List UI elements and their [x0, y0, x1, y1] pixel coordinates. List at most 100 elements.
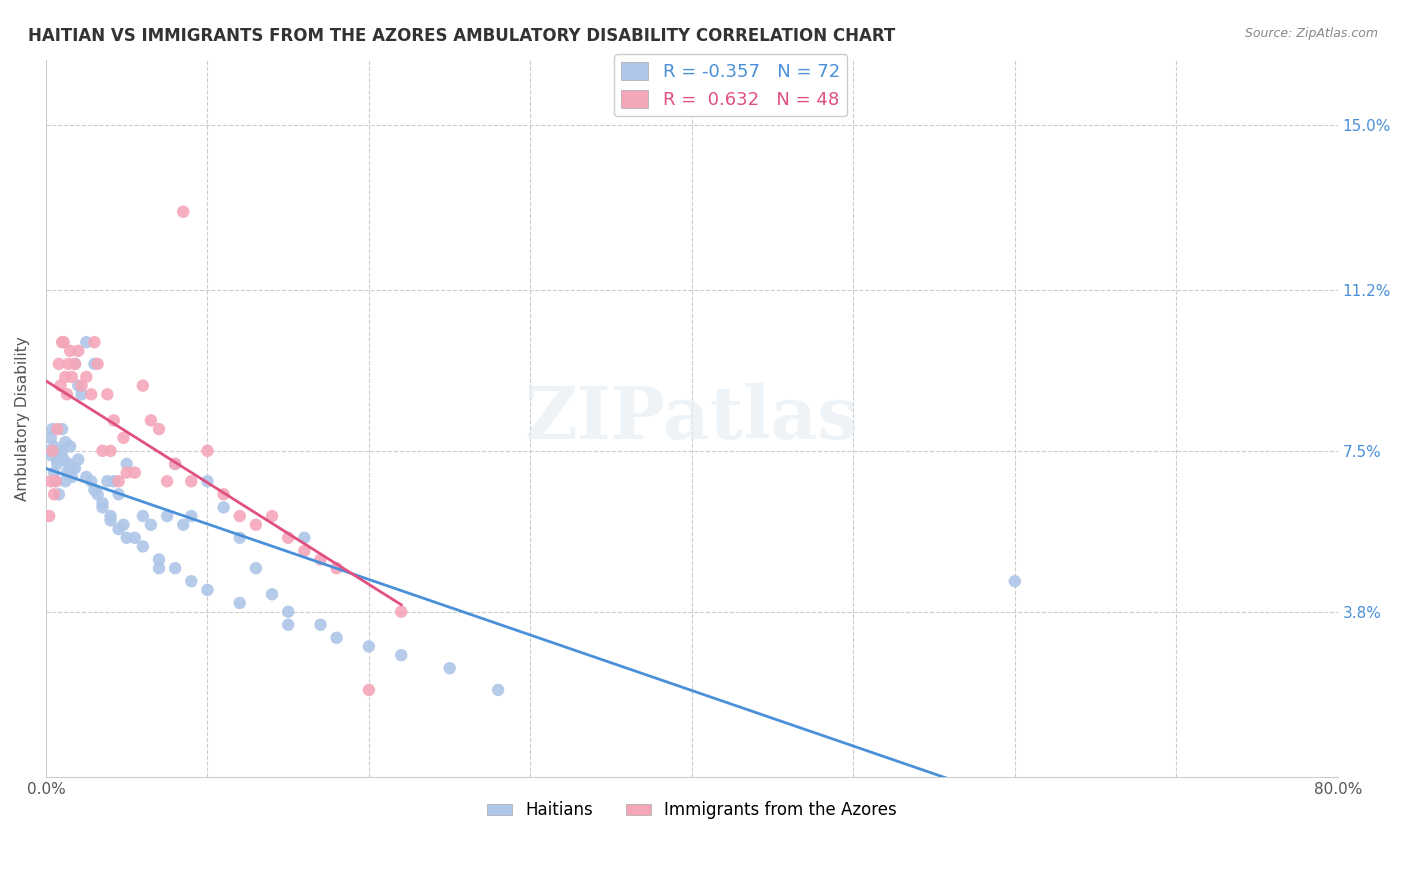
Point: [148, 422, 170, 436]
Point: [139, 413, 162, 427]
Point: [115, 531, 138, 545]
Point: [197, 443, 219, 458]
Point: [486, 682, 509, 697]
Point: [83, 357, 105, 371]
Point: [103, 475, 125, 489]
Point: [156, 509, 179, 524]
Point: [53, 370, 76, 384]
Point: [197, 475, 219, 489]
Point: [42, 487, 65, 501]
Point: [212, 487, 235, 501]
Point: [156, 475, 179, 489]
Point: [42, 466, 65, 480]
Point: [172, 204, 194, 219]
Point: [58, 357, 80, 371]
Point: [86, 487, 108, 501]
Point: [41, 422, 63, 436]
Point: [357, 682, 380, 697]
Point: [100, 509, 122, 524]
Point: [292, 531, 315, 545]
Point: [165, 561, 187, 575]
Point: [277, 605, 299, 619]
Point: [70, 378, 93, 392]
Point: [45, 475, 67, 489]
Point: [107, 522, 129, 536]
Point: [132, 378, 155, 392]
Point: [309, 617, 332, 632]
Point: [325, 561, 347, 575]
Point: [67, 343, 90, 358]
Point: [260, 509, 283, 524]
Point: [172, 517, 194, 532]
Point: [70, 387, 93, 401]
Point: [45, 475, 67, 489]
Point: [112, 517, 135, 532]
Point: [100, 443, 122, 458]
Point: [212, 500, 235, 515]
Point: [67, 452, 90, 467]
Point: [229, 531, 252, 545]
Point: [80, 475, 103, 489]
Point: [75, 470, 97, 484]
Point: [91, 500, 114, 515]
Text: HAITIAN VS IMMIGRANTS FROM THE AZORES AMBULATORY DISABILITY CORRELATION CHART: HAITIAN VS IMMIGRANTS FROM THE AZORES AM…: [28, 27, 896, 45]
Point: [59, 461, 82, 475]
Point: [46, 452, 69, 467]
Point: [1004, 574, 1026, 589]
Point: [229, 509, 252, 524]
Point: [277, 617, 299, 632]
Point: [107, 475, 129, 489]
Point: [148, 552, 170, 566]
Point: [49, 443, 72, 458]
Point: [48, 357, 70, 371]
Point: [96, 387, 118, 401]
Point: [41, 443, 63, 458]
Point: [124, 466, 146, 480]
Point: [80, 387, 103, 401]
Point: [180, 574, 202, 589]
Point: [357, 640, 380, 654]
Text: Source: ZipAtlas.com: Source: ZipAtlas.com: [1244, 27, 1378, 40]
Point: [46, 422, 69, 436]
Point: [180, 475, 202, 489]
Point: [165, 457, 187, 471]
Point: [100, 513, 122, 527]
Point: [75, 335, 97, 350]
Point: [83, 483, 105, 497]
Point: [52, 335, 75, 350]
Point: [60, 470, 83, 484]
Point: [107, 487, 129, 501]
Point: [38, 443, 60, 458]
Text: ZIPatlas: ZIPatlas: [524, 383, 859, 454]
Point: [292, 544, 315, 558]
Point: [51, 335, 73, 350]
Point: [86, 357, 108, 371]
Point: [39, 448, 62, 462]
Point: [59, 343, 82, 358]
Point: [46, 457, 69, 471]
Point: [112, 431, 135, 445]
Point: [115, 457, 138, 471]
Point: [115, 466, 138, 480]
Point: [389, 605, 412, 619]
Point: [67, 378, 90, 392]
Point: [124, 531, 146, 545]
Point: [59, 440, 82, 454]
Legend: Haitians, Immigrants from the Azores: Haitians, Immigrants from the Azores: [479, 795, 904, 826]
Point: [56, 466, 79, 480]
Point: [91, 443, 114, 458]
Point: [132, 509, 155, 524]
Point: [53, 435, 76, 450]
Point: [148, 561, 170, 575]
Point: [51, 443, 73, 458]
Point: [245, 561, 267, 575]
Point: [83, 335, 105, 350]
Point: [38, 509, 60, 524]
Point: [91, 496, 114, 510]
Point: [58, 457, 80, 471]
Point: [39, 431, 62, 445]
Y-axis label: Ambulatory Disability: Ambulatory Disability: [15, 336, 30, 500]
Point: [63, 357, 86, 371]
Point: [245, 517, 267, 532]
Point: [132, 540, 155, 554]
